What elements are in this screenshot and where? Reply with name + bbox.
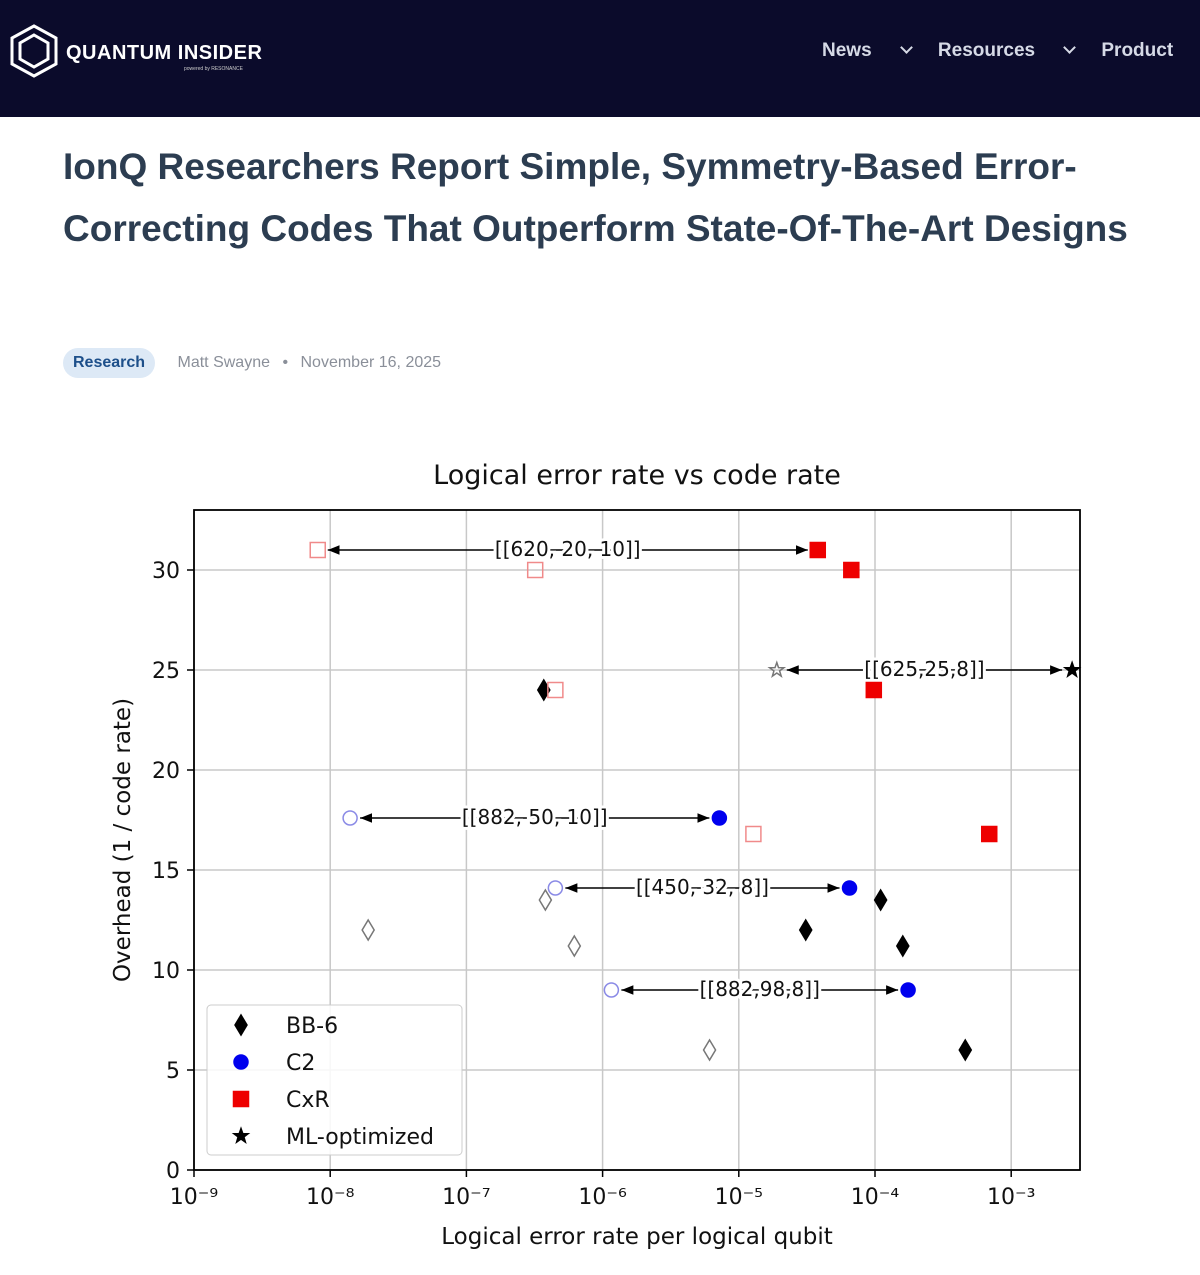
x-tick-label: 10⁻⁸ [306, 1185, 355, 1210]
nav-item[interactable]: News [822, 40, 872, 61]
x-axis-label: Logical error rate per logical qubit [441, 1224, 833, 1250]
open-point [547, 880, 564, 896]
point [873, 888, 888, 912]
x-tick-label: 10⁻⁹ [170, 1185, 218, 1210]
point [895, 934, 910, 958]
annotation-label: [[620, 20, 10]] [495, 537, 641, 561]
annotation-label: [[625,25,8]] [864, 657, 984, 681]
article-meta: Research Matt Swayne • November 16, 2025 [63, 348, 441, 378]
point [958, 1038, 973, 1062]
legend-label: BB-6 [286, 1014, 338, 1039]
legend: BB-6 C2 CxR ML-optimized [206, 1004, 463, 1156]
open-point [603, 982, 620, 998]
point [841, 880, 858, 896]
plot-frame [193, 509, 1081, 1171]
open-point [547, 681, 564, 699]
nav: News Resources Product A [822, 40, 1200, 62]
open-point [702, 1038, 717, 1062]
point [711, 810, 728, 826]
article-title: IonQ Researchers Report Simple, Symmetry… [63, 146, 1128, 249]
point [809, 541, 827, 559]
y-tick-label: 0 [166, 1159, 180, 1184]
annotation-label: [[882, 50, 10]] [462, 805, 608, 829]
y-tick-label: 25 [152, 659, 180, 684]
logo-icon[interactable] [6, 23, 66, 83]
open-point [309, 541, 326, 559]
open-point [361, 918, 376, 942]
x-tick-label: 10⁻³ [987, 1185, 1035, 1210]
open-point [526, 561, 544, 579]
nav-item[interactable]: Resources [937, 40, 1036, 61]
open-point [538, 888, 553, 912]
y-tick-label: 5 [166, 1059, 180, 1084]
point [900, 982, 916, 998]
date: November 16, 2025 [300, 354, 442, 371]
x-tick-label: 10⁻⁴ [851, 1185, 900, 1210]
legend-marker [231, 1126, 251, 1144]
point [980, 825, 998, 843]
legend-label: CxR [286, 1088, 330, 1113]
site-header: QUANTUM INSIDER powered by RESONANCE New… [0, 0, 1200, 117]
y-tick-label: 20 [152, 759, 180, 784]
point [865, 681, 883, 699]
x-tick-label: 10⁻⁶ [578, 1185, 627, 1210]
open-point [567, 934, 582, 958]
legend-box [206, 1004, 463, 1156]
chart-title: Logical error rate vs code rate [433, 460, 841, 491]
point [798, 918, 813, 942]
legend-label: C2 [286, 1051, 315, 1076]
nav-item[interactable]: Product [1101, 40, 1174, 61]
y-tick-label: 30 [152, 559, 180, 584]
open-point [745, 825, 762, 843]
chart: Logical error rate vs code rate Logical … [110, 460, 1082, 1250]
legend-marker [233, 1054, 249, 1070]
author[interactable]: Matt Swayne [177, 354, 270, 371]
y-axis-label: Overhead (1 / code rate) [110, 698, 136, 982]
legend-marker [232, 1090, 250, 1108]
legend-marker [234, 1013, 248, 1037]
point [1062, 660, 1082, 678]
annotation-label: [[450, 32, 8]] [636, 875, 769, 899]
logo-subtext: powered by RESONANCE [184, 66, 243, 72]
annotation-label: [[882,98,8]] [700, 977, 820, 1001]
logo-text[interactable]: QUANTUM INSIDER [66, 42, 263, 64]
legend-label: ML-optimized [286, 1125, 434, 1150]
y-tick-label: 10 [152, 959, 180, 984]
x-tick-label: 10⁻⁷ [442, 1185, 490, 1210]
point [843, 561, 860, 579]
open-point [342, 810, 358, 826]
category-tag[interactable]: Research [63, 348, 156, 378]
open-point [767, 660, 787, 678]
x-tick-label: 10⁻⁵ [715, 1185, 763, 1210]
separator: • [282, 354, 289, 371]
y-tick-label: 15 [152, 859, 180, 884]
